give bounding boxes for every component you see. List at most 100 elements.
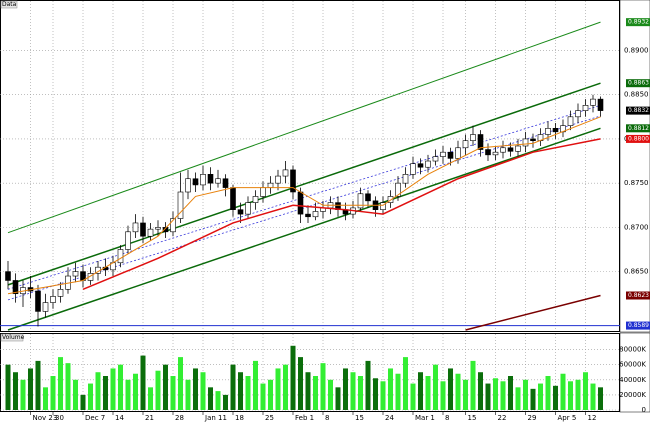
volume-tick-label: 20000K bbox=[619, 391, 646, 399]
volume-bar bbox=[335, 387, 341, 410]
x-tick-label: 25 bbox=[265, 414, 274, 422]
volume-bar bbox=[118, 364, 123, 410]
volume-bar bbox=[545, 376, 551, 410]
candle-body bbox=[297, 191, 304, 215]
price-tag bbox=[626, 124, 650, 133]
candle-body bbox=[50, 296, 56, 303]
price-tag bbox=[626, 321, 650, 330]
x-tick-label: 18 bbox=[235, 414, 244, 422]
volume-bar bbox=[328, 379, 333, 410]
volume-bar bbox=[433, 364, 438, 410]
volume-bar bbox=[403, 357, 408, 410]
channel-line bbox=[7, 104, 601, 290]
x-tick-label: 29 bbox=[528, 414, 537, 422]
candle-body bbox=[147, 228, 154, 237]
candle-body bbox=[275, 175, 281, 184]
candle-body bbox=[162, 227, 169, 233]
channel-line bbox=[7, 115, 601, 301]
volume-bar bbox=[373, 378, 378, 410]
candle-body bbox=[545, 128, 551, 135]
volume-bar bbox=[568, 381, 573, 410]
volume-bar bbox=[133, 373, 138, 410]
volume-bar bbox=[283, 364, 288, 410]
candle-body bbox=[425, 160, 431, 168]
candle-body bbox=[365, 193, 371, 202]
price-tag-label: 0.8623 bbox=[628, 292, 649, 299]
volume-bar bbox=[253, 360, 258, 410]
volume-tick-label: 80000K bbox=[619, 346, 646, 354]
price-tag-label: 0.8589 bbox=[628, 322, 649, 329]
volume-panel-frame bbox=[0, 333, 620, 412]
volume-bar bbox=[5, 364, 11, 410]
price-tag bbox=[626, 291, 650, 300]
candle-body bbox=[72, 271, 79, 277]
candle-body bbox=[357, 193, 364, 209]
x-tick-label: 15 bbox=[468, 414, 477, 422]
title-box bbox=[0, 0, 18, 9]
volume-bar bbox=[58, 357, 63, 410]
candle-body bbox=[245, 202, 251, 215]
volume-tick-label: 60000K bbox=[619, 361, 646, 369]
volume-bar bbox=[125, 379, 131, 410]
candle-body bbox=[290, 169, 296, 193]
volume-bar bbox=[493, 378, 498, 410]
candle-body bbox=[237, 209, 244, 215]
candle-body bbox=[222, 178, 229, 188]
price-tag bbox=[626, 79, 650, 88]
volume-bar bbox=[208, 387, 213, 410]
moving-average bbox=[7, 116, 601, 295]
price-tag-label: 0.8932 bbox=[628, 19, 649, 26]
candle-body bbox=[282, 169, 289, 177]
volume-bar bbox=[358, 376, 363, 410]
candle-body bbox=[462, 140, 469, 149]
candle-body bbox=[567, 116, 574, 126]
candle-body bbox=[35, 290, 41, 312]
volume-bar bbox=[13, 372, 18, 410]
x-tick-label: 14 bbox=[115, 414, 124, 422]
volume-bar bbox=[163, 364, 168, 410]
volume-bar bbox=[395, 373, 401, 410]
candle-body bbox=[177, 191, 184, 219]
candle-body bbox=[417, 163, 424, 168]
volume-bar bbox=[298, 357, 303, 410]
price-panel-frame bbox=[0, 0, 620, 332]
volume-bar bbox=[598, 387, 603, 410]
x-tick-label: 8 bbox=[325, 414, 329, 422]
x-tick-label: Dec 7 bbox=[85, 414, 105, 422]
volume-bar bbox=[155, 370, 161, 410]
volume-bar bbox=[275, 368, 281, 410]
volume-bar bbox=[88, 383, 93, 410]
volume-bar bbox=[230, 364, 236, 410]
candle-body bbox=[170, 218, 176, 233]
channel-line bbox=[7, 127, 601, 331]
volume-title-box bbox=[0, 333, 24, 342]
volume-bar bbox=[50, 376, 56, 410]
volume-bar bbox=[170, 376, 176, 410]
volume-bar bbox=[290, 345, 296, 410]
chart-title: Data bbox=[2, 1, 17, 8]
volume-bar bbox=[508, 376, 513, 410]
volume-bar bbox=[455, 373, 461, 410]
volume-bar bbox=[343, 368, 348, 410]
volume-bar bbox=[103, 376, 108, 410]
candle-body bbox=[380, 202, 386, 210]
volume-bar bbox=[193, 368, 198, 410]
moving-average bbox=[82, 138, 601, 291]
candle-body bbox=[402, 174, 409, 184]
volume-bar bbox=[560, 373, 566, 410]
candle-body bbox=[57, 289, 64, 297]
volume-bar bbox=[553, 385, 558, 410]
candle-body bbox=[125, 231, 131, 250]
y-tick-label: 0.8700 bbox=[624, 223, 649, 231]
volume-bar bbox=[485, 383, 491, 410]
volume-bar bbox=[260, 383, 266, 410]
volume-bar bbox=[140, 355, 146, 410]
price-tag bbox=[626, 134, 650, 143]
volume-bar bbox=[28, 368, 33, 410]
volume-bar bbox=[73, 379, 78, 410]
candle-body bbox=[200, 174, 206, 186]
volume-bar bbox=[313, 376, 318, 410]
candle-body bbox=[230, 187, 236, 210]
candle-body bbox=[87, 273, 94, 281]
candle-body bbox=[155, 227, 161, 230]
